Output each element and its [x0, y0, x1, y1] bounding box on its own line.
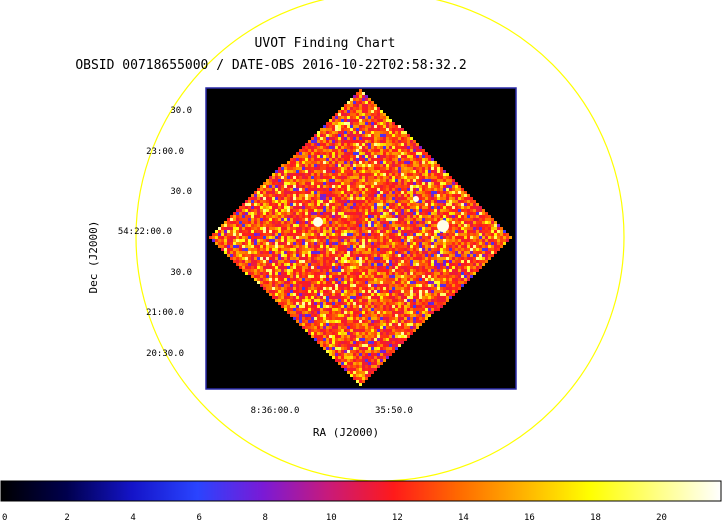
- y-tick-labels: 30.0 23:00.0 30.0 54:22:00.0 30.0 21:00.…: [118, 106, 192, 359]
- colorbar-tick-label: 2: [64, 513, 69, 521]
- bright-source: [437, 220, 449, 232]
- bright-source: [413, 196, 419, 202]
- y-tick-label: 30.0: [170, 106, 192, 116]
- chart-title: UVOT Finding Chart: [255, 36, 396, 51]
- colorbar-tick-label: 16: [524, 513, 535, 521]
- y-tick-label: 20:30.0: [146, 349, 184, 359]
- x-tick-label: 8:36:00.0: [251, 406, 300, 416]
- bright-sources: [313, 196, 449, 232]
- colorbar-ticks: 0 2 4 6 8 10 12 14 16 18 20: [2, 513, 667, 521]
- colorbar-tick-label: 12: [392, 513, 403, 521]
- x-axis-label: RA (J2000): [313, 426, 379, 439]
- colorbar-tick-label: 0: [2, 513, 7, 521]
- y-tick-label: 30.0: [170, 268, 192, 278]
- colorbar-tick-label: 10: [326, 513, 337, 521]
- colorbar-tick-label: 18: [590, 513, 601, 521]
- chart-subtitle: OBSID 00718655000 / DATE-OBS 2016-10-22T…: [75, 58, 466, 73]
- x-tick-label: 35:50.0: [375, 406, 413, 416]
- colorbar-tick-label: 6: [196, 513, 201, 521]
- y-tick-label: 23:00.0: [146, 147, 184, 157]
- y-axis-label: Dec (J2000): [87, 221, 100, 294]
- y-tick-label: 30.0: [170, 187, 192, 197]
- image-pixels: [209, 89, 512, 386]
- colorbar-tick-label: 4: [130, 513, 135, 521]
- colorbar-tick-label: 14: [458, 513, 469, 521]
- y-tick-label: 21:00.0: [146, 308, 184, 318]
- colorbar-tick-label: 8: [263, 513, 268, 521]
- colorbar: [0, 480, 722, 502]
- y-tick-label: 54:22:00.0: [118, 227, 172, 237]
- bright-source: [313, 217, 323, 227]
- colorbar-tick-label: 20: [656, 513, 667, 521]
